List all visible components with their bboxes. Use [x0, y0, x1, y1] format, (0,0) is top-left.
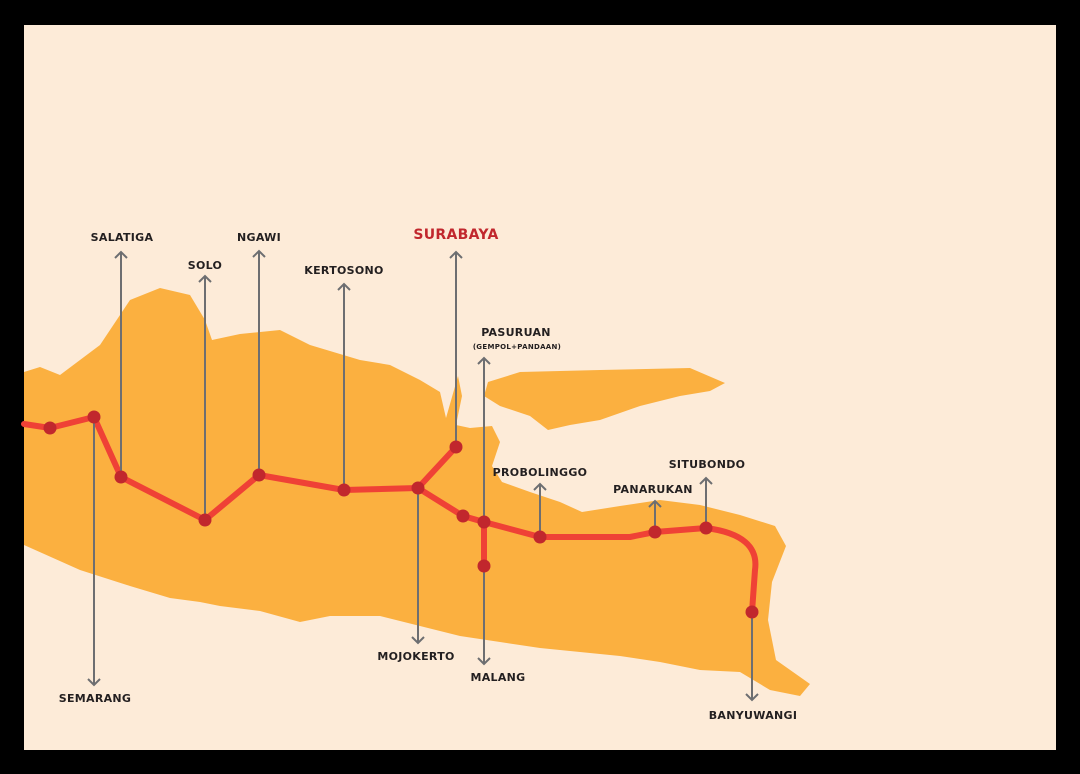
station-dot: [337, 483, 351, 497]
station-dot: [198, 513, 212, 527]
arrow-head: [477, 356, 491, 365]
station-label: PROBOLINGGO: [493, 466, 588, 479]
station-dot: [477, 559, 491, 573]
station-label: SEMARANG: [59, 692, 132, 705]
station-dot: [745, 605, 759, 619]
station-label: MOJOKERTO: [377, 650, 454, 663]
station-dot: [411, 481, 425, 495]
station-label: SURABAYA: [413, 227, 498, 243]
arrow-head: [477, 657, 491, 666]
station-dot: [699, 521, 713, 535]
station-label: NGAWI: [237, 231, 281, 244]
station-dot: [648, 525, 662, 539]
arrow-head: [411, 636, 425, 645]
station-dot: [114, 470, 128, 484]
station-dot: [533, 530, 547, 544]
arrow-head: [337, 282, 351, 291]
arrow-head: [198, 274, 212, 283]
station-dot: [87, 410, 101, 424]
arrow-head: [533, 482, 547, 491]
station-label: SOLO: [188, 259, 222, 272]
station-label: MALANG: [470, 671, 525, 684]
station-label: SITUBONDO: [669, 458, 746, 471]
madura-island: [484, 368, 725, 430]
station-dot: [449, 440, 463, 454]
station-label: PASURUAN: [481, 326, 551, 339]
station-note: (GEMPOL+PANDAAN): [473, 343, 561, 351]
arrow-head: [449, 250, 463, 259]
arrow-head: [648, 499, 662, 508]
station-dot: [477, 515, 491, 529]
station-dot: [43, 421, 57, 435]
station-dot: [252, 468, 266, 482]
station-dot: [456, 509, 470, 523]
station-label: SALATIGA: [91, 231, 154, 244]
arrow-head: [745, 693, 759, 702]
arrow-head: [114, 250, 128, 259]
station-label: PANARUKAN: [613, 483, 693, 496]
arrow-head: [87, 678, 101, 687]
arrow-head: [699, 476, 713, 485]
station-label: KERTOSONO: [304, 264, 383, 277]
station-label: BANYUWANGI: [709, 709, 797, 722]
arrow-head: [252, 249, 266, 258]
